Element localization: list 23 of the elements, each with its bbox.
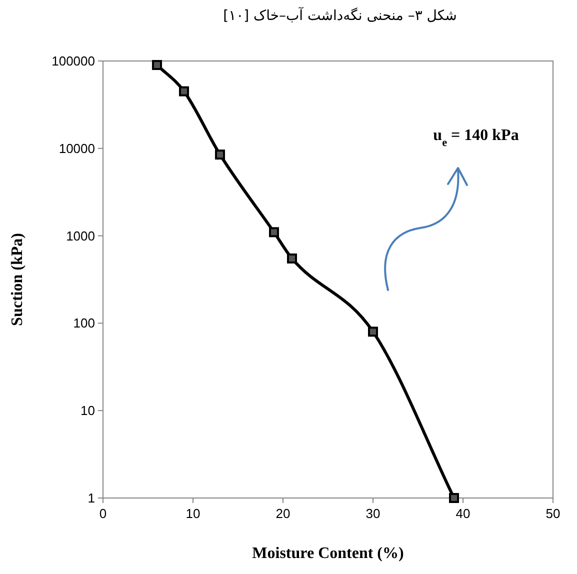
y-tick-label: 10000 xyxy=(58,140,95,156)
point xyxy=(269,227,279,238)
y-axis-title: Suction (kPa) xyxy=(9,233,26,326)
point xyxy=(179,86,189,96)
y-tick-label: 1000 xyxy=(66,228,95,244)
x-axis-title: Moisture Content (%) xyxy=(252,545,404,562)
y-tick-label: 100000 xyxy=(52,54,95,68)
x-tick-label: 0 xyxy=(99,506,107,521)
annotation: u$_{e}$ = 140 kPa xyxy=(433,127,519,149)
x-tick-label: 40 xyxy=(456,506,470,521)
point xyxy=(215,150,225,160)
point xyxy=(368,326,378,337)
y-tick-label: 1 xyxy=(88,490,95,506)
point xyxy=(449,493,459,503)
point xyxy=(152,60,162,70)
x-tick-label: 50 xyxy=(546,506,560,521)
y-tick-label: 10 xyxy=(80,403,95,418)
point xyxy=(287,253,297,264)
x-tick-label: 20 xyxy=(276,506,290,521)
x-tick-label: 30 xyxy=(366,506,380,521)
y-tick-label: 100 xyxy=(73,316,95,331)
x-tick-label: 10 xyxy=(186,506,200,521)
chart-title: شکل ۳– منحنی نگه‌داشت آب–خاک [۱۰] xyxy=(223,6,457,24)
